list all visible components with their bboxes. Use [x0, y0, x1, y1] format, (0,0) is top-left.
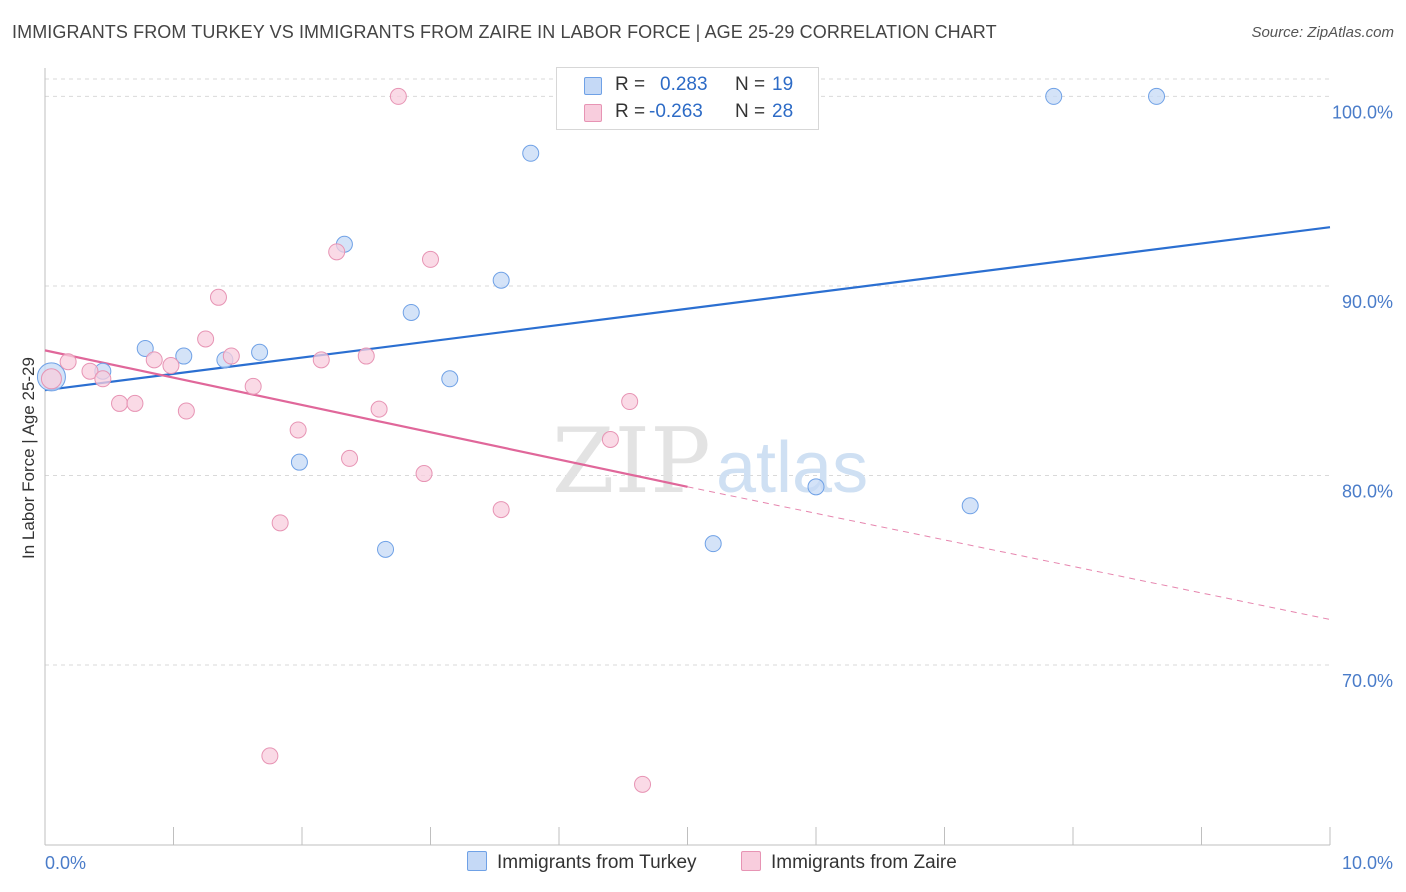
turkey-point [492, 271, 510, 289]
turkey-trendline [44, 226, 1331, 392]
chart-title: IMMIGRANTS FROM TURKEY VS IMMIGRANTS FRO… [12, 22, 997, 42]
turkey-point [522, 144, 540, 162]
r-value: -0.263 [649, 101, 703, 122]
turkey-swatch [467, 851, 487, 871]
zaire-point [94, 370, 112, 388]
zaire-point [415, 465, 433, 483]
zaire-point [162, 357, 180, 375]
watermark: ZIP atlas [552, 409, 868, 514]
zaire-point [126, 394, 144, 412]
axes [44, 68, 1331, 846]
y-tick-label: 70.0% [1342, 671, 1393, 691]
zaire-point [389, 87, 407, 105]
zaire-point [111, 394, 129, 412]
legend-label: Immigrants from Turkey [497, 852, 697, 873]
zaire-point [197, 330, 215, 348]
y-tick-label: 100.0% [1332, 102, 1393, 122]
x-tick-label: 10.0% [1342, 853, 1393, 873]
points [36, 87, 1166, 793]
stats-legend-row-turkey: R = 0.283 N = 19 [557, 74, 818, 100]
zaire-point [422, 250, 439, 268]
y-tick-label: 90.0% [1342, 292, 1393, 312]
n-value: 28 [772, 101, 794, 122]
turkey-point [251, 343, 269, 361]
turkey-point [1045, 87, 1063, 105]
zaire-point [209, 288, 227, 306]
zaire-point [271, 514, 289, 532]
turkey-point [441, 370, 459, 388]
zaire-swatch [584, 104, 602, 122]
zaire-point [145, 351, 163, 369]
zaire-point [59, 353, 77, 371]
zaire-point [81, 362, 99, 380]
zaire-trendline [44, 349, 688, 488]
r-label: R = [615, 101, 646, 122]
turkey-point [377, 540, 395, 558]
turkey-point [136, 339, 154, 357]
x-tick-label: 0.0% [45, 853, 86, 873]
trendlines [44, 226, 1331, 620]
zaire-point [357, 347, 375, 365]
zaire-point [177, 402, 195, 420]
watermark-atlas: atlas [716, 428, 868, 508]
zaire-point [492, 501, 510, 519]
stats-legend-row-zaire: R = -0.263 N = 28 [557, 101, 818, 127]
zaire-point [312, 351, 330, 369]
turkey-point [704, 535, 722, 553]
zaire-point [289, 421, 307, 439]
zaire-point [40, 368, 62, 390]
zaire-point [634, 775, 652, 793]
zaire-point [261, 747, 279, 765]
turkey-point [1148, 87, 1166, 105]
r-label: R = [615, 74, 646, 95]
zaire-swatch [741, 851, 761, 871]
turkey-point [175, 347, 193, 365]
tick-labels: 70.0% 80.0% 90.0% 100.0% 0.0% 10.0% [45, 102, 1393, 873]
zaire-point [621, 393, 639, 411]
zaire-point [328, 243, 346, 261]
source-label: Source: ZipAtlas.com [1251, 24, 1394, 41]
turkey-point [402, 303, 420, 321]
turkey-point [290, 453, 308, 471]
legend-item-turkey[interactable]: Immigrants from Turkey [467, 851, 697, 874]
n-label: N = [735, 101, 766, 122]
y-axis-label: In Labor Force | Age 25-29 [19, 357, 38, 559]
n-value: 19 [772, 74, 794, 95]
zaire-point [370, 400, 388, 418]
zaire-point [244, 377, 262, 395]
zaire-point [222, 347, 240, 365]
turkey-swatch [584, 77, 602, 95]
legend-item-zaire[interactable]: Immigrants from Zaire [741, 851, 957, 874]
n-label: N = [735, 74, 766, 95]
stats-legend: R = 0.283 N = 19 R = -0.263 N = 28 [556, 67, 819, 130]
y-tick-label: 80.0% [1342, 481, 1393, 501]
legend-label: Immigrants from Zaire [771, 852, 957, 873]
watermark-zip: ZIP [552, 409, 711, 514]
zaire-point [341, 449, 359, 467]
zaire-point [601, 430, 619, 448]
turkey-point [961, 497, 979, 515]
r-value: 0.283 [660, 74, 708, 95]
turkey-point [807, 478, 825, 496]
gridlines [45, 78, 1330, 666]
